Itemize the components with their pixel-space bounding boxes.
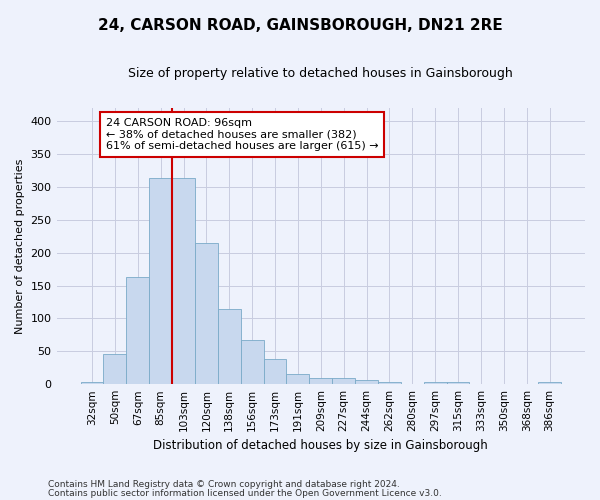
Bar xyxy=(286,374,310,384)
Bar xyxy=(241,340,263,384)
Bar xyxy=(103,354,127,384)
Bar xyxy=(149,178,172,384)
X-axis label: Distribution of detached houses by size in Gainsborough: Distribution of detached houses by size … xyxy=(154,440,488,452)
Bar xyxy=(172,178,195,384)
Title: Size of property relative to detached houses in Gainsborough: Size of property relative to detached ho… xyxy=(128,68,513,80)
Bar xyxy=(310,378,332,384)
Bar xyxy=(446,382,469,384)
Y-axis label: Number of detached properties: Number of detached properties xyxy=(15,158,25,334)
Bar xyxy=(218,309,241,384)
Text: Contains HM Land Registry data © Crown copyright and database right 2024.: Contains HM Land Registry data © Crown c… xyxy=(48,480,400,489)
Bar xyxy=(80,382,103,384)
Bar xyxy=(424,382,446,384)
Bar xyxy=(355,380,378,384)
Bar xyxy=(127,277,149,384)
Bar xyxy=(538,382,561,384)
Text: 24, CARSON ROAD, GAINSBOROUGH, DN21 2RE: 24, CARSON ROAD, GAINSBOROUGH, DN21 2RE xyxy=(98,18,502,32)
Bar xyxy=(263,359,286,384)
Bar xyxy=(195,244,218,384)
Bar xyxy=(378,382,401,384)
Bar xyxy=(332,378,355,384)
Text: Contains public sector information licensed under the Open Government Licence v3: Contains public sector information licen… xyxy=(48,489,442,498)
Text: 24 CARSON ROAD: 96sqm
← 38% of detached houses are smaller (382)
61% of semi-det: 24 CARSON ROAD: 96sqm ← 38% of detached … xyxy=(106,118,379,151)
